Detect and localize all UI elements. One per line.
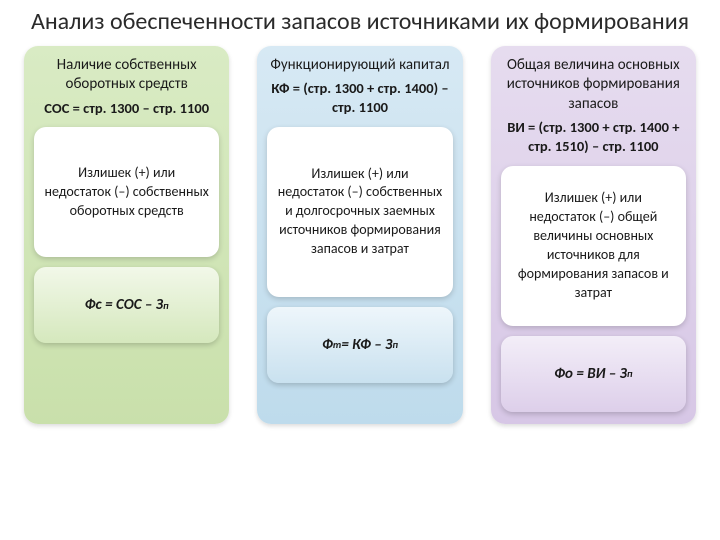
header-formula: СОС = стр. 1300 – стр. 1100 bbox=[34, 99, 219, 118]
bottom-formula: Фт = КФ – Зп bbox=[267, 307, 452, 383]
header-title: Наличие собственных оборотных средств bbox=[34, 56, 219, 95]
header-title: Общая величина основных источников форми… bbox=[501, 56, 686, 115]
col-kf: Функционирующий капитал КФ = (стр. 1300 +… bbox=[257, 46, 462, 424]
header-formula: ВИ = (стр. 1300 + стр. 1400 + стр. 1510)… bbox=[501, 118, 686, 156]
page-title: Анализ обеспеченности запасов источникам… bbox=[0, 0, 720, 42]
header-box: Наличие собственных оборотных средств СОС… bbox=[34, 56, 219, 118]
header-box: Функционирующий капитал КФ = (стр. 1300 +… bbox=[267, 56, 452, 117]
col-sos: Наличие собственных оборотных средств СОС… bbox=[24, 46, 229, 424]
mid-box: Излишек (+) или недостаток (–) общей вел… bbox=[501, 166, 686, 326]
columns-container: Наличие собственных оборотных средств СОС… bbox=[0, 42, 720, 424]
mid-box: Излишек (+) или недостаток (–) собственн… bbox=[34, 127, 219, 257]
bottom-formula: Фо = ВИ – Зп bbox=[501, 336, 686, 412]
header-box: Общая величина основных источников форми… bbox=[501, 56, 686, 156]
mid-box: Излишек (+) или недостаток (–) собственн… bbox=[267, 127, 452, 297]
header-formula: КФ = (стр. 1300 + стр. 1400) – стр. 1100 bbox=[267, 79, 452, 117]
header-title: Функционирующий капитал bbox=[267, 56, 452, 76]
col-vi: Общая величина основных источников форми… bbox=[491, 46, 696, 424]
bottom-formula: Фс = СОС – Зп bbox=[34, 267, 219, 343]
